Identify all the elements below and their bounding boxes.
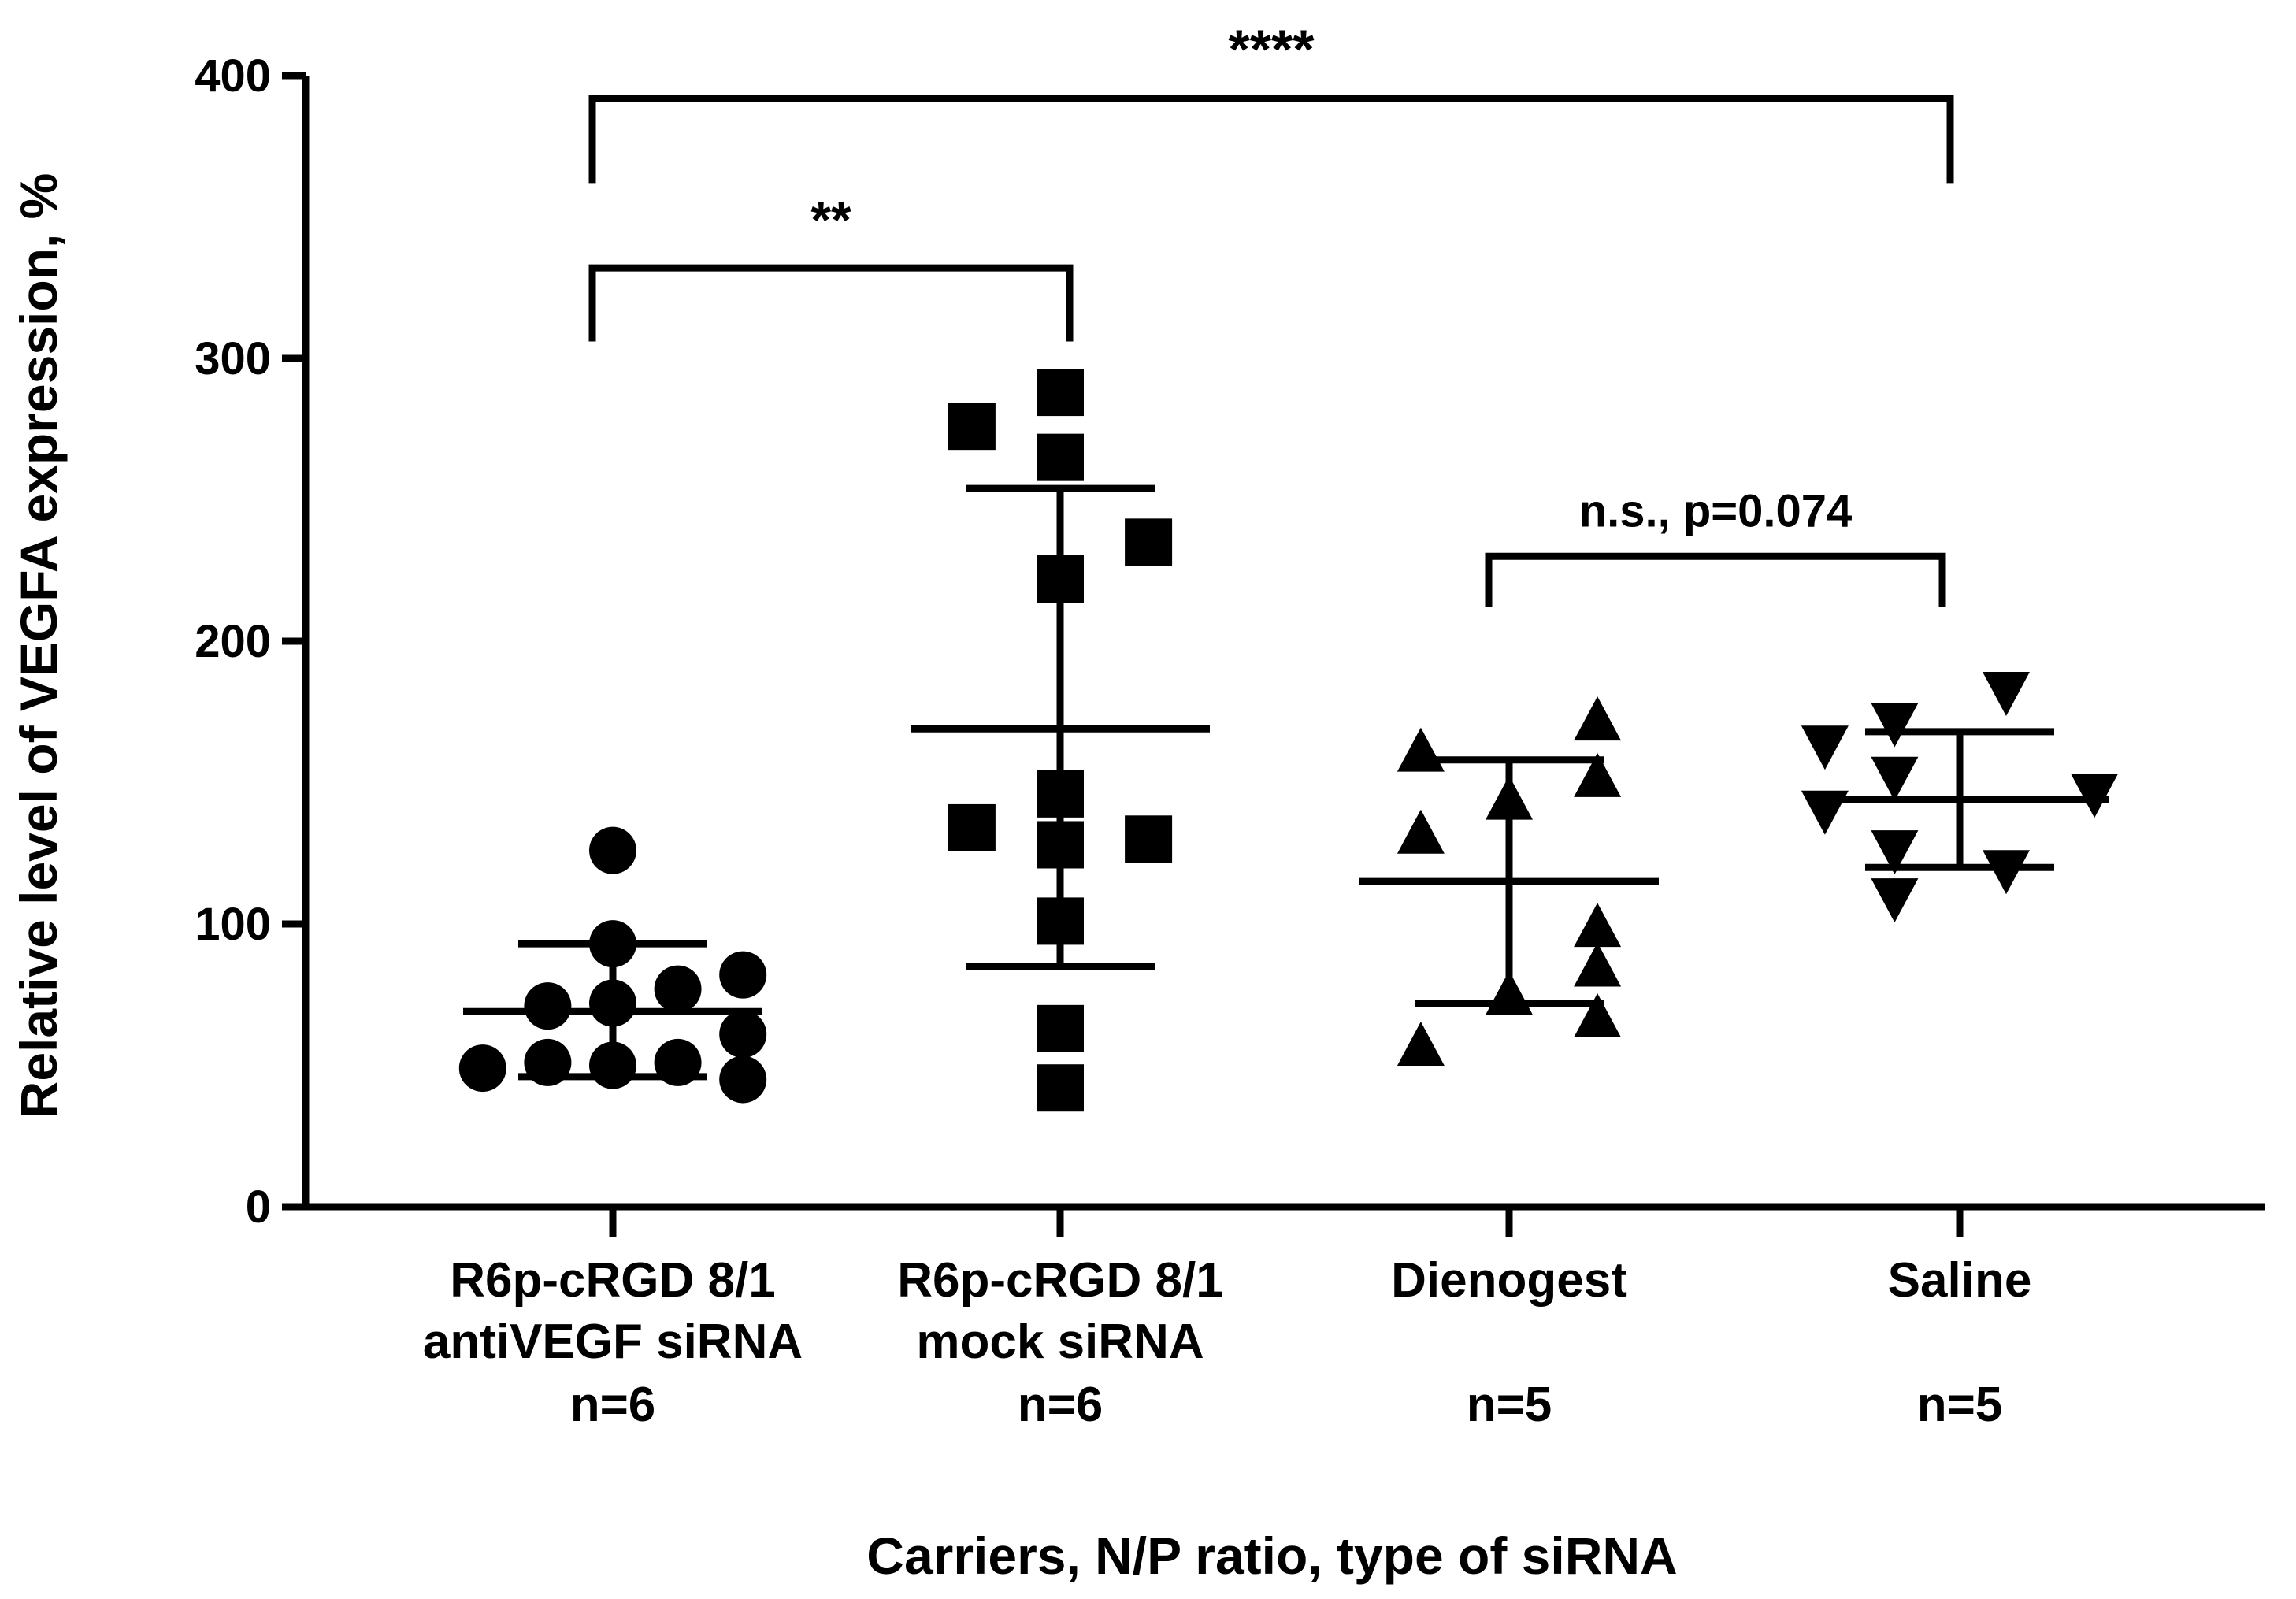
data-point-circle [458, 1044, 506, 1093]
y-axis-ticks: 0 100 200 300 400 [195, 50, 306, 1233]
data-point-square [1037, 770, 1084, 818]
x-axis-label: Carriers, N/P ratio, type of siRNA [866, 1527, 1677, 1585]
data-point-triangle-up [1574, 696, 1622, 741]
significance-label: ** [810, 191, 851, 249]
data-point-square [1037, 369, 1084, 417]
x-tick-label: Dienogest [1391, 1253, 1627, 1308]
data-point-triangle-up [1397, 809, 1445, 854]
data-point-triangle-down [1983, 850, 2030, 895]
data-point-triangle-down [1801, 725, 1849, 770]
x-tick-label: n=5 [1467, 1378, 1552, 1432]
data-point-circle [524, 1038, 572, 1086]
data-point-triangle-down [1983, 672, 2030, 717]
data-point-circle [589, 920, 636, 968]
y-tick-label: 400 [195, 50, 271, 102]
data-point-circle [654, 965, 702, 1013]
x-tick-label: n=6 [1018, 1378, 1103, 1432]
data-point-square [948, 803, 996, 851]
data-point-square [1037, 555, 1084, 603]
data-point-circle [719, 1011, 767, 1059]
data-point-circle [719, 1055, 767, 1104]
data-point-circle [654, 1038, 702, 1086]
data-point-triangle-down [2071, 774, 2119, 818]
x-tick-label: Saline [1888, 1253, 2032, 1308]
data-point-triangle-up [1574, 993, 1622, 1038]
data-point-circle [589, 1041, 636, 1089]
data-point-square [1037, 433, 1084, 481]
y-axis-label: Relative level of VEGFA expression, % [9, 173, 68, 1119]
significance-label: **** [1229, 19, 1315, 80]
axes [302, 76, 2265, 1211]
x-tick-label: n=5 [1917, 1378, 2003, 1432]
data-point-circle [524, 982, 572, 1030]
significance-bracket [1485, 552, 1946, 607]
data-points [458, 369, 2119, 1112]
data-point-triangle-down [1871, 703, 1919, 748]
data-point-square [1125, 815, 1173, 863]
data-point-circle [719, 951, 767, 999]
data-point-triangle-down [1871, 756, 1919, 801]
data-point-square [1037, 897, 1084, 945]
y-tick-label: 300 [195, 333, 271, 384]
x-tick-label: R6p-cRGD 8/1 [450, 1253, 775, 1308]
data-point-circle [589, 826, 636, 874]
x-tick-label: mock siRNA [916, 1315, 1204, 1369]
data-point-square [1037, 1064, 1084, 1112]
data-point-triangle-up [1486, 970, 1533, 1015]
data-point-triangle-up [1574, 903, 1622, 948]
y-tick-label: 200 [195, 616, 271, 667]
x-tick-label: n=6 [570, 1378, 656, 1432]
significance-bracket [588, 95, 1954, 184]
significance-bracket [588, 264, 1074, 342]
data-point-triangle-up [1397, 727, 1445, 772]
data-point-square [1037, 821, 1084, 869]
data-point-triangle-down [1801, 790, 1849, 835]
significance-brackets: ******n.s., p=0.074 [588, 19, 1954, 607]
mean-sd-bars [463, 484, 2109, 1081]
x-tick-label: R6p-cRGD 8/1 [897, 1253, 1222, 1308]
y-tick-label: 100 [195, 899, 271, 950]
x-tick-label: antiVEGF siRNA [423, 1315, 803, 1369]
x-axis-ticks: R6p-cRGD 8/1 antiVEGF siRNA n=6 R6p-cRGD 8/… [423, 1207, 2031, 1432]
data-point-square [1037, 1004, 1084, 1052]
data-point-square [948, 403, 996, 451]
data-point-circle [589, 979, 636, 1027]
data-point-triangle-down [1871, 830, 1919, 875]
data-point-triangle-up [1574, 752, 1622, 797]
data-point-triangle-down [1871, 878, 1919, 923]
data-point-triangle-up [1486, 775, 1533, 820]
data-point-square [1125, 518, 1173, 566]
data-point-triangle-up [1397, 1021, 1445, 1066]
y-tick-label: 0 [246, 1182, 271, 1233]
significance-label: n.s., p=0.074 [1579, 485, 1853, 536]
data-point-triangle-up [1574, 942, 1622, 987]
